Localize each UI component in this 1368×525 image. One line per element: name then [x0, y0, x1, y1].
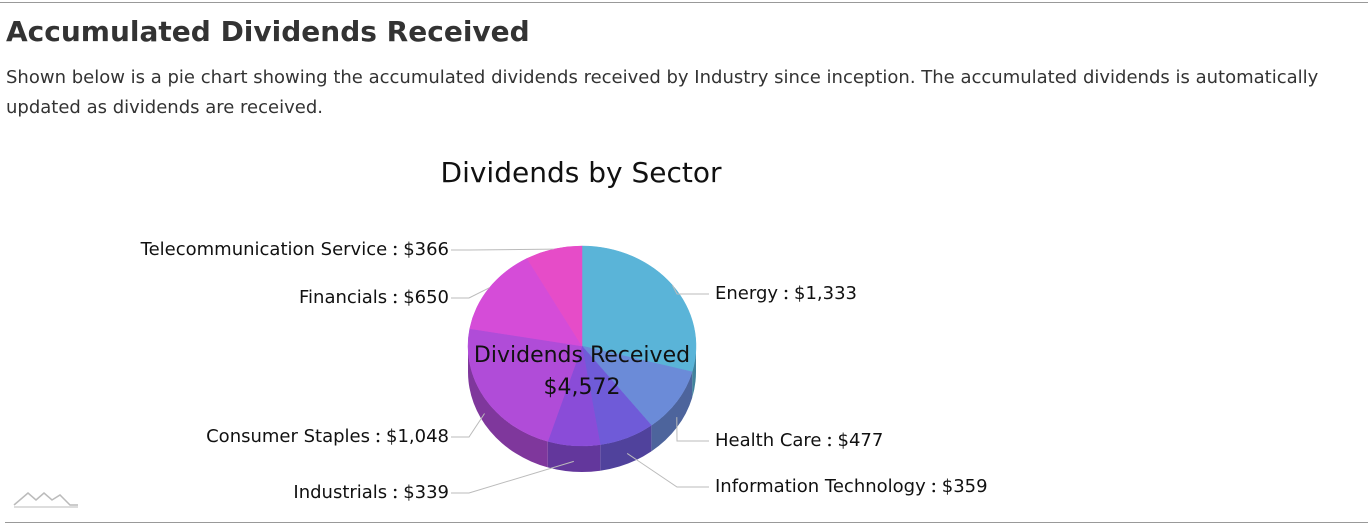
separator-dot — [932, 489, 936, 493]
slice — [467, 328, 583, 442]
separator-dot — [376, 439, 380, 443]
slice-category: Energy — [715, 283, 778, 304]
slice-value-label: $477 — [838, 430, 884, 451]
slice-value-label: $1,048 — [386, 426, 449, 447]
rule — [5, 522, 1368, 523]
separator-dot — [393, 293, 397, 297]
slice-category: Financials — [299, 287, 387, 308]
slice-side — [600, 425, 652, 471]
heading: Accumulated Dividends Received — [6, 15, 530, 48]
slice-category: Industrials — [293, 482, 387, 503]
slice-category: Consumer Staples — [206, 426, 370, 447]
leader-line — [626, 452, 709, 488]
slice-value-label: $366 — [403, 239, 449, 260]
separator-dot — [828, 443, 831, 447]
slice-category: Health Care — [715, 430, 822, 451]
center-total: $4,572 — [544, 375, 621, 400]
slice-side — [468, 346, 548, 468]
slice-sides — [468, 346, 696, 472]
separator-dot — [393, 252, 397, 256]
slice-category: Telecommunication Service — [140, 239, 388, 260]
slice-tops — [467, 245, 697, 447]
separator-dot — [784, 289, 788, 293]
slice — [469, 258, 583, 347]
leader-line — [451, 287, 490, 299]
slice-value-label: $339 — [403, 482, 449, 503]
leader-line — [451, 413, 485, 438]
slice — [581, 345, 693, 426]
slice-value-label: $1,333 — [794, 283, 857, 304]
leader-line — [451, 248, 554, 251]
separator-dot — [932, 482, 936, 486]
center-label: Dividends Received — [474, 343, 690, 368]
separator-dot — [393, 300, 397, 304]
chart-title: Dividends by Sector — [441, 156, 722, 189]
rule — [0, 2, 1368, 3]
leader-line — [671, 284, 709, 295]
slice-value-label: $650 — [403, 287, 449, 308]
slice-side — [692, 346, 696, 398]
slice-side — [651, 371, 693, 452]
slice-side — [547, 441, 601, 472]
separator-dot — [784, 296, 788, 300]
separator-dot — [393, 495, 397, 499]
separator-dot — [828, 436, 831, 440]
separator-dot — [393, 488, 397, 492]
slice-value-label: $359 — [942, 476, 988, 497]
leader-line — [676, 417, 709, 442]
description: Shown below is a pie chart showing the a… — [6, 67, 1319, 118]
leader-line — [451, 460, 574, 494]
slice-category: Information Technology — [715, 476, 926, 497]
slice — [526, 245, 583, 347]
separator-dot — [376, 432, 380, 436]
separator-dot — [393, 245, 397, 249]
logo — [13, 492, 78, 506]
